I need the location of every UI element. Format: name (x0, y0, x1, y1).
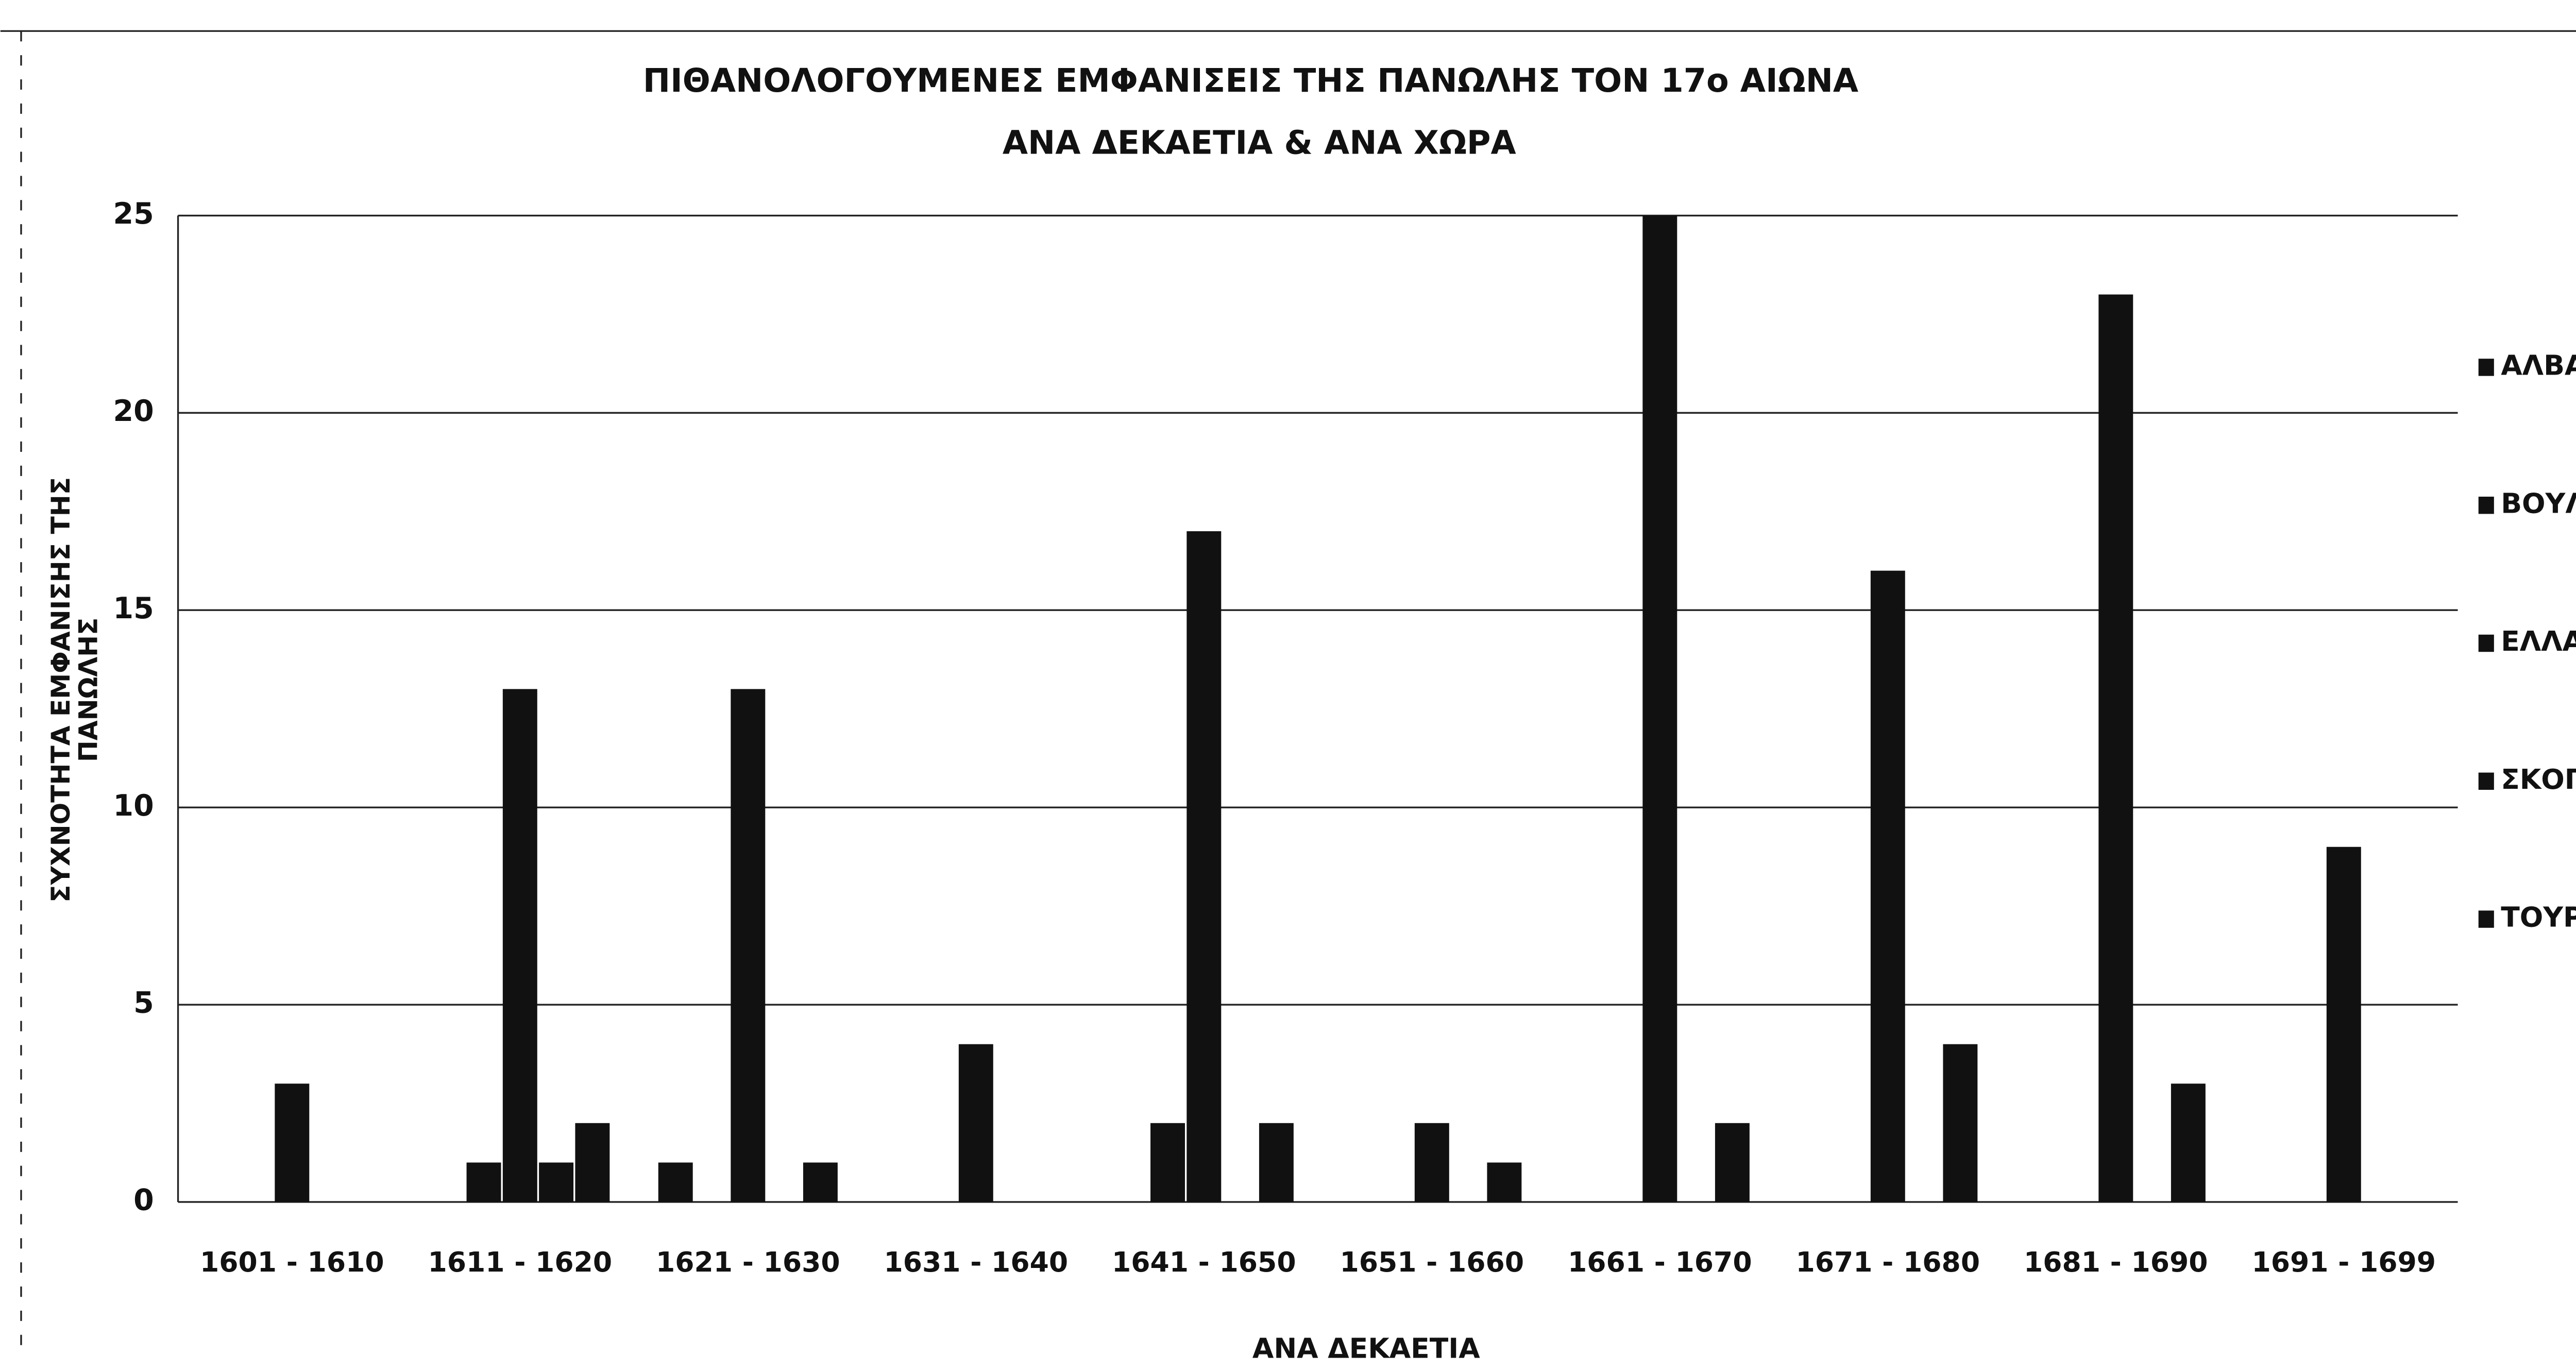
bar (2171, 1084, 2206, 1202)
x-tick-label: 1621 - 1630 (656, 1246, 840, 1278)
x-tick-label: 1601 - 1610 (200, 1246, 384, 1278)
legend-swatch (2478, 634, 2494, 652)
x-tick-label: 1661 - 1670 (1568, 1246, 1752, 1278)
legend-swatch (2478, 772, 2494, 790)
chart-title: ΑΝΑ ΔΕΚΑΕΤΙΑ & ΑΝΑ ΧΩΡΑ (1003, 124, 1516, 162)
x-tick-label: 1641 - 1650 (1112, 1246, 1296, 1278)
bar (539, 1162, 574, 1202)
x-tick-label: 1631 - 1640 (884, 1246, 1069, 1278)
bar (275, 1084, 310, 1202)
bar (803, 1162, 838, 1202)
bar (1150, 1123, 1185, 1202)
x-tick-label: 1671 - 1680 (1796, 1246, 1980, 1278)
bar (466, 1162, 501, 1202)
bar (2098, 294, 2133, 1202)
bar (658, 1162, 693, 1202)
y-tick-label: 0 (133, 1183, 154, 1217)
x-tick-label: 1691 - 1699 (2251, 1246, 2436, 1278)
y-axis-label: ΣΥΧΝΟΤΗΤΑ ΕΜΦΑΝΙΣΗΣ ΤΗΣ (45, 477, 76, 903)
bar (1259, 1123, 1294, 1202)
bar (1414, 1123, 1449, 1202)
bar (1870, 570, 1905, 1202)
bar (1642, 215, 1677, 1202)
legend-label: ΤΟΥΡΚΙΑ (2501, 901, 2576, 934)
legend-label: ΑΛΒΑΝΙΑ (2501, 349, 2576, 382)
x-tick-label: 1611 - 1620 (428, 1246, 613, 1278)
bar (731, 689, 766, 1202)
x-tick-label: 1681 - 1690 (2024, 1246, 2208, 1278)
legend-swatch (2478, 359, 2494, 376)
legend-swatch (2478, 496, 2494, 514)
x-tick-label: 1651 - 1660 (1340, 1246, 1524, 1278)
y-tick-label: 15 (113, 591, 154, 625)
bar (958, 1044, 993, 1202)
bar (575, 1123, 610, 1202)
bar (1715, 1123, 1750, 1202)
legend-label: ΣΚΟΠΙΑ (2501, 763, 2576, 795)
bar (502, 689, 537, 1202)
bar (1943, 1044, 1978, 1202)
y-tick-label: 5 (133, 986, 154, 1020)
y-tick-label: 20 (113, 394, 154, 428)
chart-title: ΠΙΘΑΝΟΛΟΓΟΥΜΕΝΕΣ ΕΜΦΑΝΙΣΕΙΣ ΤΗΣ ΠΑΝΩΛΗΣ … (643, 61, 1858, 99)
bar (1187, 531, 1222, 1202)
y-tick-label: 25 (113, 197, 154, 231)
legend-label: ΒΟΥΛΓΑΡΙΑ (2501, 487, 2576, 519)
y-tick-label: 10 (113, 789, 154, 823)
x-axis-label: ΑΝΑ ΔΕΚΑΕΤΙΑ (1252, 1332, 1480, 1364)
bar (2326, 847, 2361, 1202)
legend-swatch (2478, 910, 2494, 928)
y-axis-label: ΠΑΝΩΛΗΣ (73, 618, 103, 763)
legend-label: ΕΛΛΑΔΑ (2501, 625, 2576, 657)
bar (1487, 1162, 1522, 1202)
